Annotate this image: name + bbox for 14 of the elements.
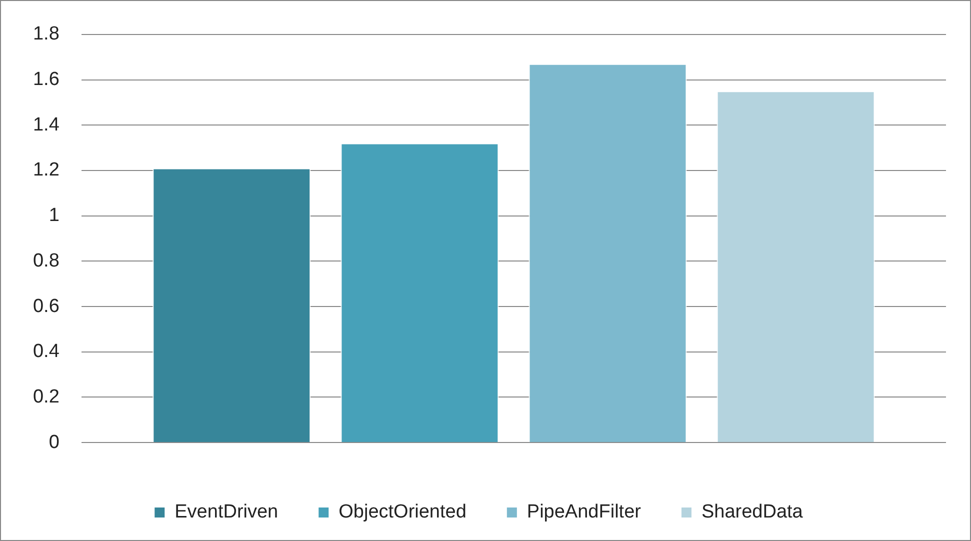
y-tick-label: 0 [48, 432, 60, 453]
legend-label: PipeAndFilter [526, 502, 642, 523]
y-tick-label: 0.6 [32, 296, 60, 317]
y-tick-label: 1.2 [32, 160, 60, 181]
y-tick-label: 0.2 [32, 386, 60, 408]
legend-label: EventDriven [174, 502, 278, 523]
y-tick-label: 0.4 [32, 341, 60, 362]
y-tick-label: 1.4 [32, 114, 60, 136]
legend-label: ObjectOriented [338, 502, 466, 523]
legend-label: SharedData [701, 502, 804, 523]
y-tick-label: 1.8 [32, 24, 60, 45]
y-tick-label: 1.6 [32, 68, 60, 90]
y-tick-label: 0.8 [32, 250, 60, 272]
y-tick-label: 1 [48, 205, 60, 226]
